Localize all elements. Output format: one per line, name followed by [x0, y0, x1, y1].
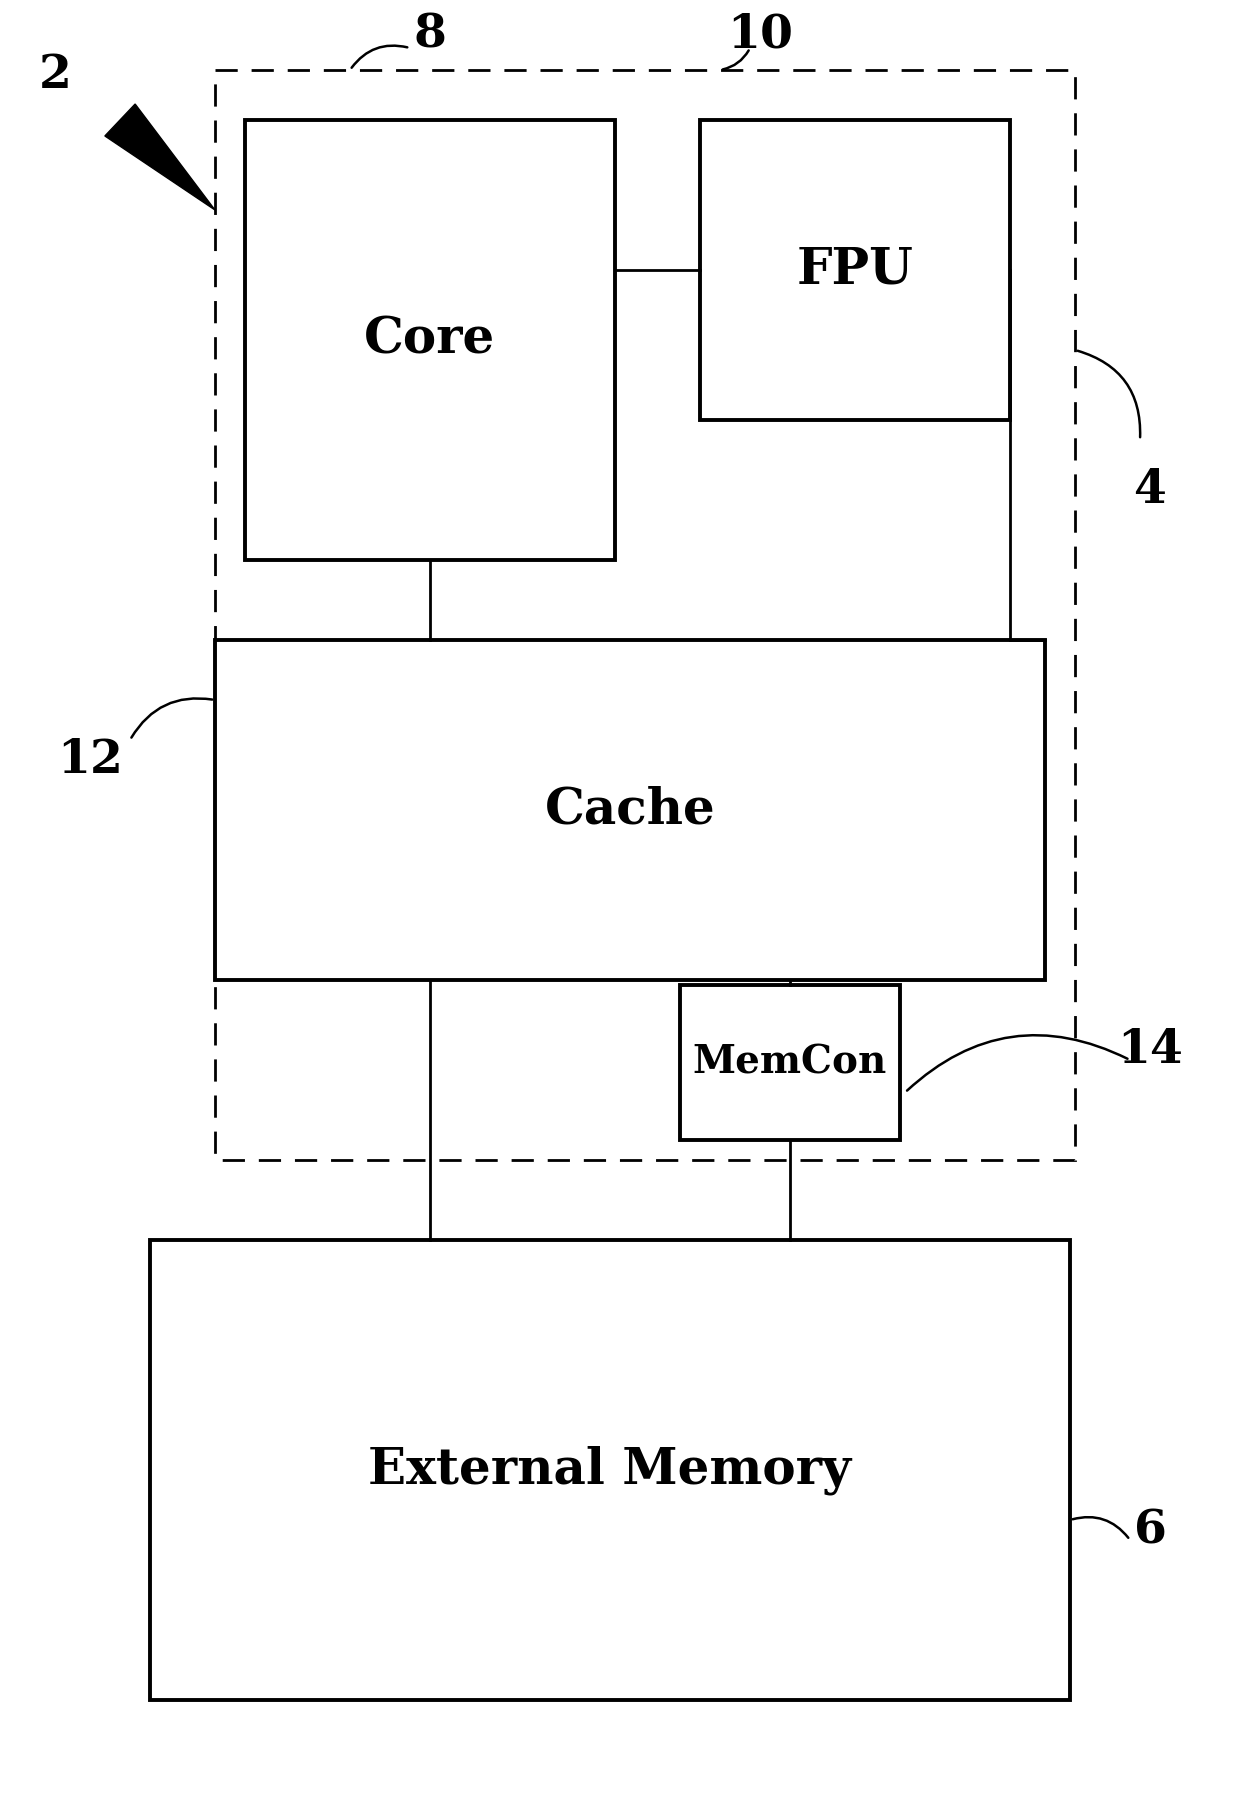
Bar: [680, 986, 900, 1141]
Text: 4: 4: [1133, 467, 1167, 514]
Bar: [215, 70, 1075, 1160]
Text: Cache: Cache: [544, 786, 715, 834]
Text: 10: 10: [727, 13, 794, 58]
Text: 8: 8: [414, 13, 446, 58]
Bar: [150, 1240, 1070, 1699]
Bar: [701, 121, 1011, 420]
Text: FPU: FPU: [796, 245, 914, 294]
Text: 12: 12: [57, 737, 123, 784]
Bar: [246, 121, 615, 560]
Text: Core: Core: [365, 315, 496, 364]
Bar: [215, 640, 1045, 980]
Text: 14: 14: [1117, 1027, 1183, 1072]
Polygon shape: [105, 105, 215, 211]
Text: External Memory: External Memory: [368, 1445, 852, 1494]
Text: 6: 6: [1133, 1506, 1167, 1553]
Text: MemCon: MemCon: [693, 1043, 887, 1081]
Text: 2: 2: [38, 52, 72, 97]
